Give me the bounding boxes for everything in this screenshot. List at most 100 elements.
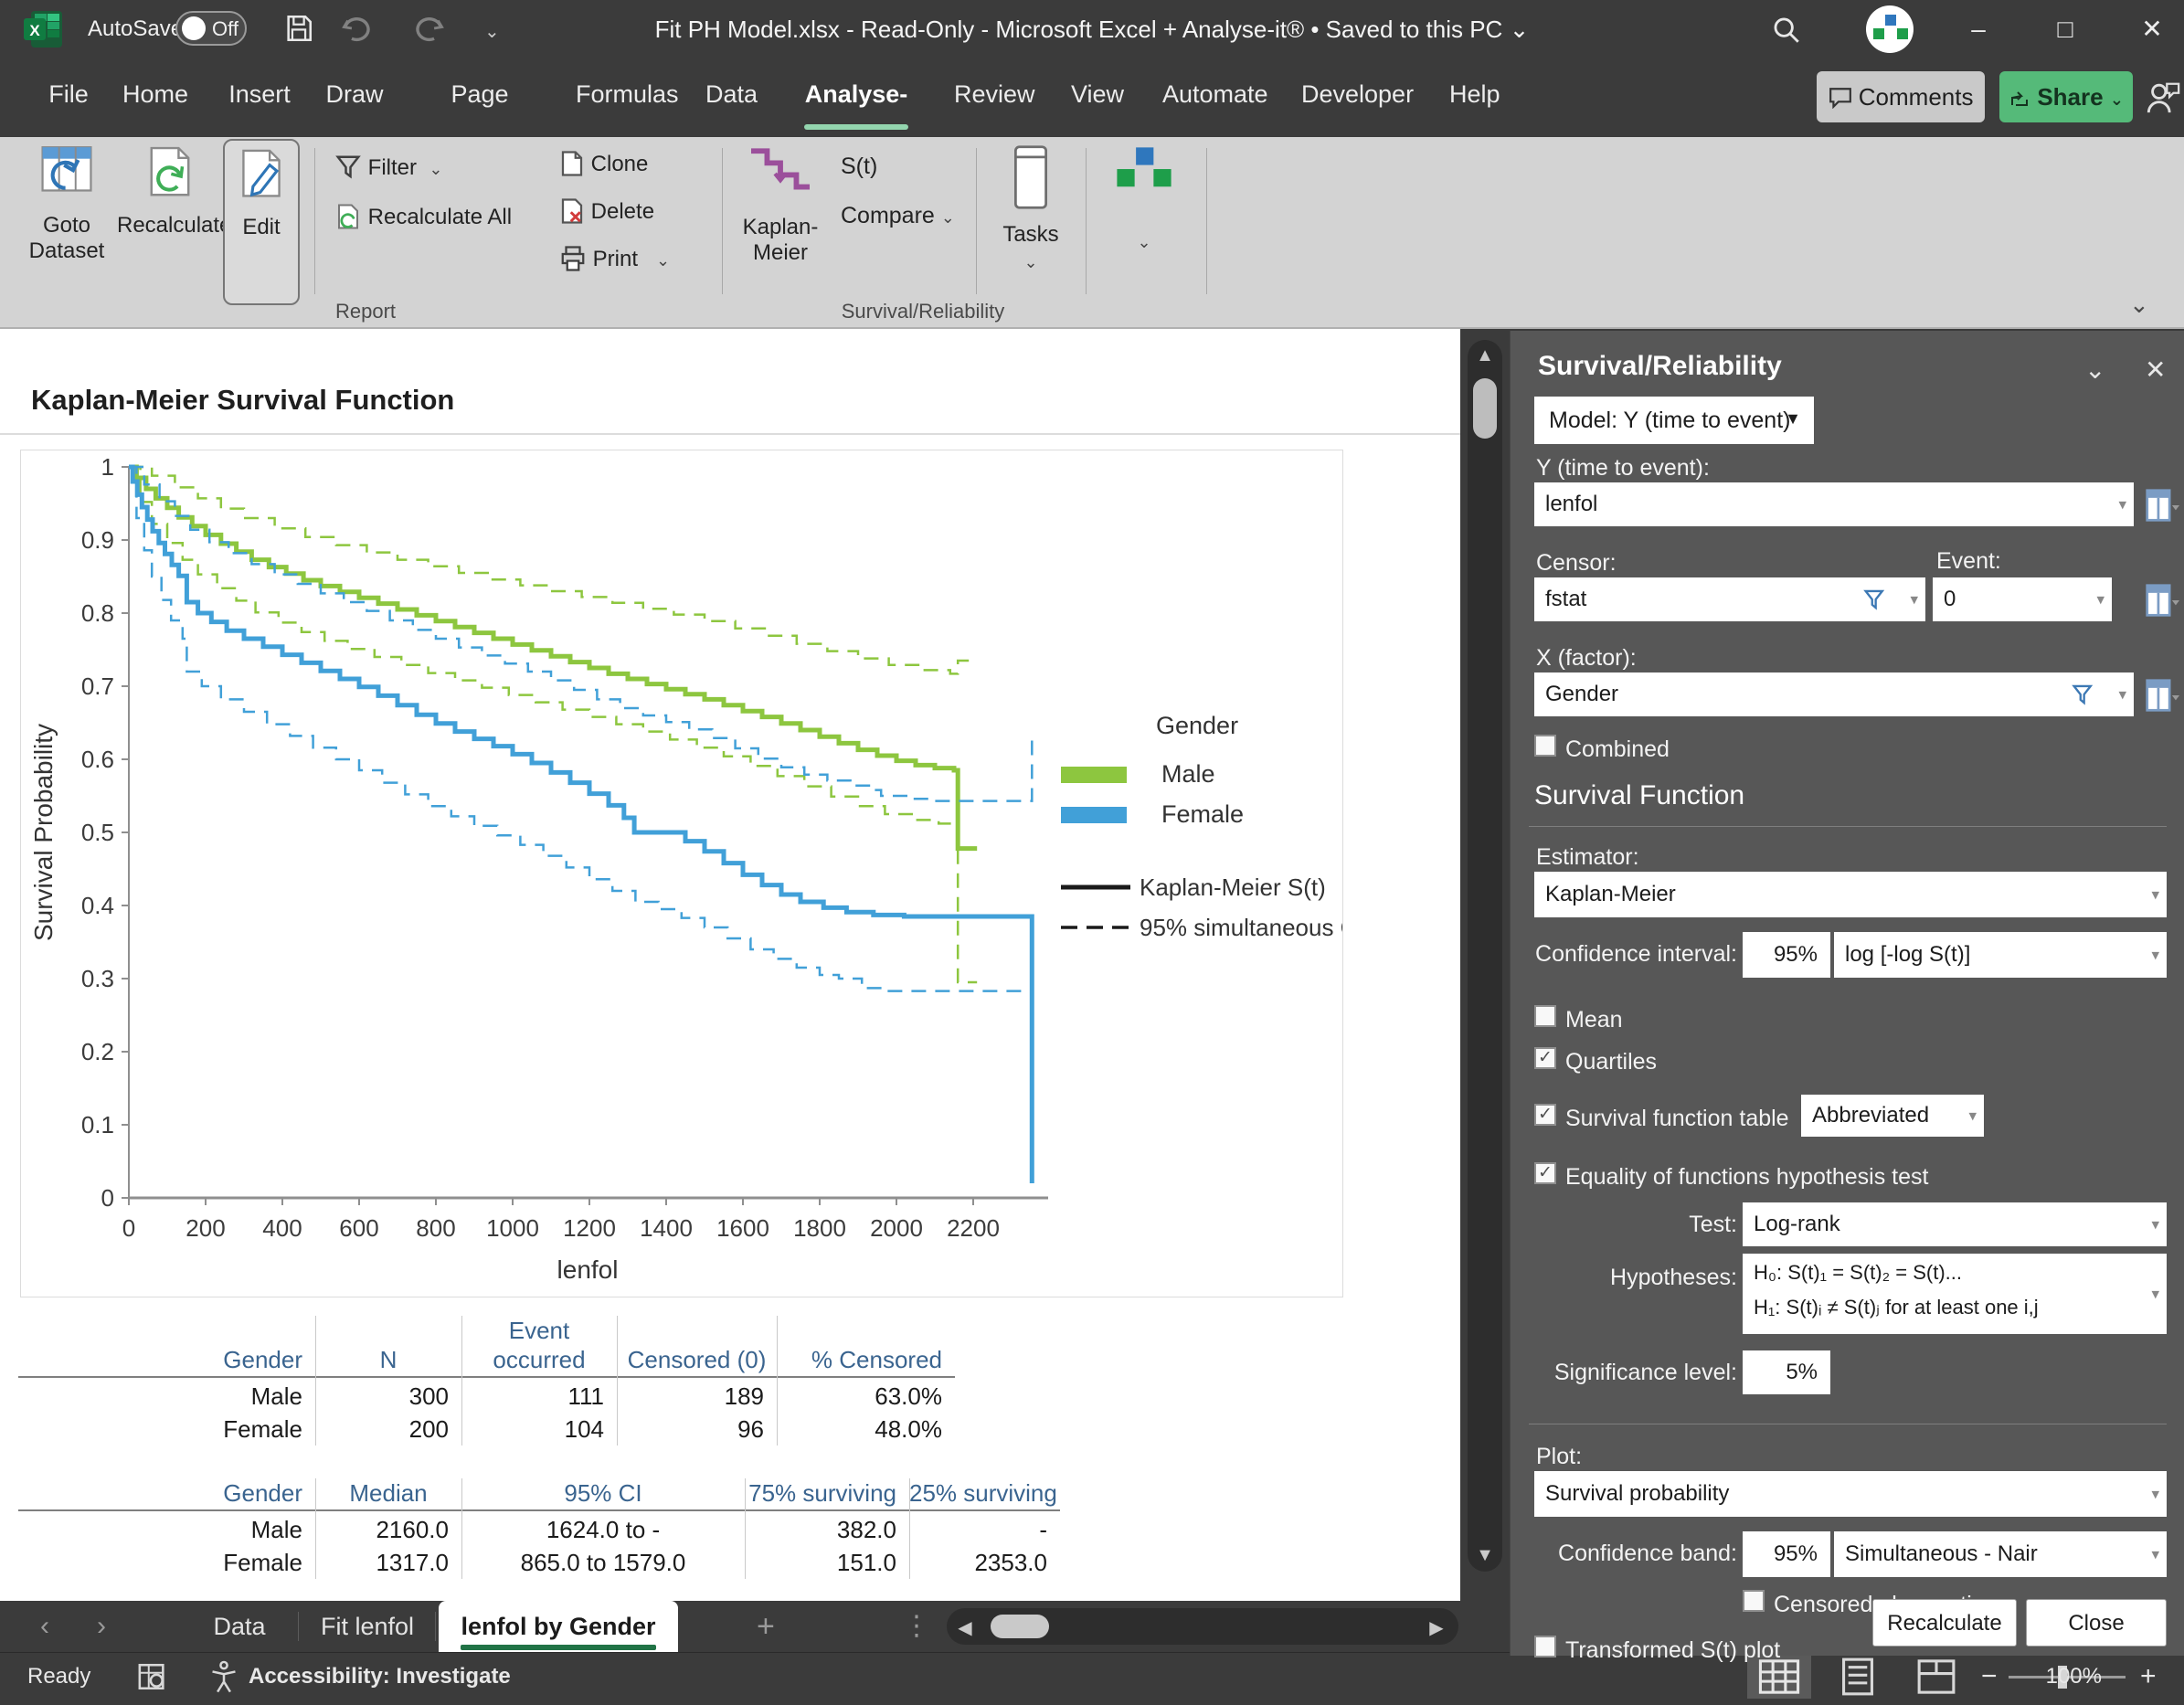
edit-button[interactable]: Edit (223, 139, 300, 305)
delete-button[interactable]: Delete (559, 197, 654, 234)
significance-value[interactable]: 5% (1743, 1350, 1830, 1394)
confidence-band-value[interactable]: 95% (1743, 1531, 1830, 1577)
zoom-slider[interactable] (2009, 1676, 2126, 1679)
censored-observations-checkbox[interactable] (1743, 1590, 1765, 1612)
mean-checkbox[interactable] (1534, 1005, 1556, 1027)
censor-columns-icon[interactable] (2145, 583, 2179, 618)
estimator-dropdown[interactable]: Kaplan-Meier ▾ (1534, 872, 2167, 917)
autosave-toggle[interactable]: Off (175, 11, 247, 46)
y-field[interactable]: lenfol ▾ (1534, 482, 2134, 526)
page-break-view-button[interactable] (1904, 1655, 1968, 1699)
confidence-interval-method[interactable]: log [-log S(t)] ▾ (1834, 932, 2167, 978)
plot-dropdown[interactable]: Survival probability ▾ (1534, 1471, 2167, 1517)
close-button[interactable]: ✕ (2141, 15, 2163, 43)
kaplan-meier-chart[interactable]: 1 0.9 0.8 0.7 0.6 0.5 0.4 0.3 0.2 0.1 0 0 200 400 600 8… (20, 450, 1373, 1297)
maximize-button[interactable]: □ (2057, 15, 2073, 43)
filter-button[interactable]: Filter ⌄ (334, 154, 442, 190)
test-dropdown[interactable]: Log-rank ▾ (1743, 1202, 2167, 1246)
goto-dataset-button[interactable]: Goto Dataset (16, 144, 117, 264)
x-factor-field[interactable]: Gender ▾ (1534, 672, 2134, 716)
scroll-left-icon[interactable]: ◀ (958, 1618, 972, 1638)
transformed-checkbox[interactable] (1534, 1636, 1556, 1657)
analyse-it-gallery-button[interactable]: ⌄ (1097, 144, 1192, 255)
y-columns-icon[interactable] (2145, 488, 2179, 523)
sheet-prev-icon[interactable]: ‹ (40, 1611, 49, 1641)
macro-record-icon[interactable] (137, 1662, 168, 1691)
ribbon-collapse-icon[interactable]: ⌄ (2129, 291, 2149, 318)
share-button[interactable]: Share ⌄ (1999, 71, 2133, 122)
print-button[interactable]: Print ⌄ (559, 245, 670, 281)
confidence-interval-value[interactable]: 95% (1743, 932, 1830, 978)
filter-values-icon[interactable] (1863, 588, 1887, 610)
undo-icon[interactable] (340, 13, 376, 44)
menu-tab-page-layout[interactable]: Page Layout (442, 80, 516, 179)
zoom-in-button[interactable]: + (2140, 1661, 2157, 1691)
menu-tab-formulas[interactable]: Formulas (576, 80, 679, 108)
survival-reliability-pane: Survival/Reliability ⌄ ✕ Model: Y (time … (1510, 331, 2184, 1663)
menu-tab-draw[interactable]: Draw (325, 80, 384, 108)
search-icon[interactable] (1771, 15, 1802, 46)
excel-app-icon[interactable]: X (24, 11, 62, 48)
sheet-tab-lenfol-by-gender[interactable]: lenfol by Gender (439, 1601, 678, 1652)
menu-tab-developer[interactable]: Developer (1301, 80, 1415, 108)
save-icon[interactable] (283, 13, 314, 44)
recalculate-button[interactable]: Recalculate (117, 144, 231, 238)
pane-close-icon[interactable]: ✕ (2145, 355, 2167, 384)
menu-tab-insert[interactable]: Insert (228, 80, 291, 108)
account-avatar[interactable] (1866, 5, 1914, 53)
event-field[interactable]: 0 ▾ (1933, 577, 2112, 621)
survival-table-dropdown[interactable]: Abbreviated ▾ (1801, 1095, 1984, 1137)
hypotheses-box[interactable]: H₀: S(t)₁ = S(t)₂ = S(t)... H₁: S(t)ᵢ ≠ … (1743, 1254, 2167, 1334)
scroll-down-icon[interactable]: ▼ (1476, 1545, 1494, 1565)
confidence-band-method[interactable]: Simultaneous - Nair ▾ (1834, 1531, 2167, 1577)
tasks-button[interactable]: Tasks ⌄ (989, 144, 1073, 275)
kaplan-meier-button[interactable]: Kaplan- Meier (731, 144, 830, 266)
accessibility-status[interactable]: Accessibility: Investigate (249, 1664, 511, 1689)
close-button-pane[interactable]: Close (2026, 1599, 2167, 1647)
sheet-tab-fit-lenfol[interactable]: Fit lenfol (320, 1613, 415, 1640)
add-sheet-button[interactable]: + (757, 1609, 775, 1644)
menu-tab-review[interactable]: Review (954, 80, 1035, 108)
confidence-interval-label: Confidence interval: (1535, 941, 1737, 967)
horizontal-scrollbar[interactable]: ◀ ▶ (947, 1608, 1458, 1645)
vertical-scrollbar-track[interactable]: ▲ ▼ (1468, 340, 1502, 1572)
comments-button[interactable]: Comments (1817, 71, 1985, 122)
compare-button[interactable]: Compare ⌄ (841, 203, 955, 228)
scroll-up-icon[interactable]: ▲ (1476, 345, 1494, 365)
zoom-slider-thumb[interactable] (2058, 1666, 2067, 1689)
accessibility-icon[interactable] (208, 1660, 239, 1693)
equality-checkbox[interactable]: ✓ (1534, 1162, 1556, 1184)
recalculate-all-button[interactable]: Recalculate All (334, 203, 512, 239)
combined-checkbox[interactable] (1534, 735, 1556, 757)
censor-field[interactable]: fstat ▾ (1534, 577, 1925, 621)
scroll-right-icon[interactable]: ▶ (1429, 1618, 1444, 1638)
menu-tab-analyse-it[interactable]: Analyse-it (804, 80, 908, 179)
normal-view-button[interactable] (1747, 1655, 1811, 1699)
menu-tab-file[interactable]: File (48, 80, 89, 108)
menu-tab-view[interactable]: View (1071, 80, 1125, 108)
recalculate-button-pane[interactable]: Recalculate (1872, 1599, 2017, 1647)
model-selector[interactable]: Model: Y (time to event) ▼ (1534, 397, 1814, 444)
sheet-tab-data[interactable]: Data (213, 1613, 266, 1640)
quick-access-chevron-icon[interactable]: ⌄ (484, 22, 500, 42)
menu-tab-home[interactable]: Home (122, 80, 189, 108)
menu-tab-data[interactable]: Data (705, 80, 758, 108)
x-columns-icon[interactable] (2145, 678, 2179, 713)
sheet-more-icon[interactable]: ⋮ (903, 1611, 930, 1641)
survival-table-checkbox[interactable]: ✓ (1534, 1104, 1556, 1126)
zoom-out-button[interactable]: − (1981, 1661, 1998, 1691)
zoom-level[interactable]: 100% (2045, 1664, 2102, 1689)
menu-tab-help[interactable]: Help (1449, 80, 1500, 108)
horizontal-scrollbar-thumb[interactable] (991, 1615, 1049, 1638)
vertical-scrollbar-thumb[interactable] (1473, 378, 1497, 439)
page-layout-view-button[interactable] (1826, 1655, 1890, 1699)
minimize-button[interactable]: – (1971, 15, 1986, 43)
redo-icon[interactable] (409, 13, 446, 44)
sheet-next-icon[interactable]: › (97, 1611, 106, 1641)
menu-tab-automate[interactable]: Automate (1162, 80, 1268, 108)
clone-button[interactable]: Clone (559, 150, 648, 186)
filter-values-icon[interactable] (2072, 683, 2095, 705)
quartiles-checkbox[interactable]: ✓ (1534, 1047, 1556, 1069)
pane-collapse-icon[interactable]: ⌄ (2084, 355, 2106, 384)
people-icon[interactable] (2146, 79, 2180, 115)
